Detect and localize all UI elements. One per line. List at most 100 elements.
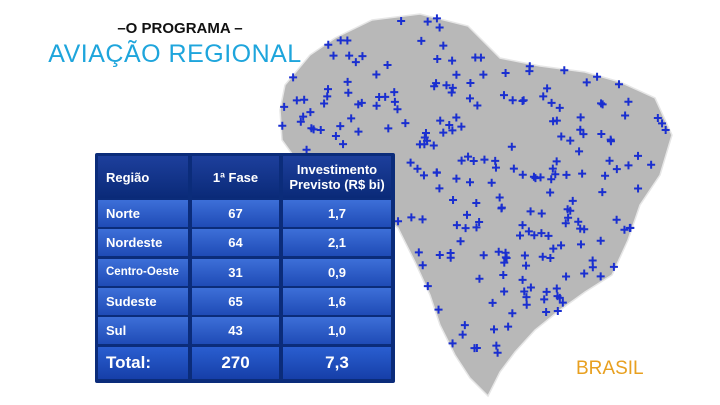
airport-marker (553, 306, 562, 315)
airport-marker (531, 174, 540, 183)
airport-marker (397, 17, 406, 26)
table-cell: Total: (98, 347, 188, 379)
airport-marker (575, 147, 584, 156)
table-cell: 64 (192, 229, 279, 257)
airport-marker (452, 174, 461, 183)
airport-marker (345, 51, 354, 60)
airport-marker (606, 137, 615, 146)
kicker: –O PROGRAMA – (117, 20, 243, 37)
airport-marker (418, 215, 427, 224)
airport-marker (292, 96, 301, 105)
airport-marker (469, 156, 478, 165)
airport-marker (555, 103, 564, 112)
table-cell: 1,0 (283, 317, 391, 345)
airport-marker (546, 188, 555, 197)
airport-marker (488, 298, 497, 307)
airport-marker (620, 225, 629, 234)
airport-marker (423, 17, 432, 26)
airport-marker (432, 14, 441, 23)
airport-marker (582, 78, 591, 87)
airport-marker (530, 231, 539, 240)
airport-marker (522, 261, 531, 270)
airport-marker (507, 142, 516, 151)
airport-marker (354, 100, 363, 109)
table-cell: Norte (98, 200, 188, 227)
airport-marker (522, 300, 531, 309)
table-cell: 1,7 (283, 200, 391, 227)
airport-marker (542, 307, 551, 316)
airport-marker (653, 114, 662, 123)
airport-marker (578, 169, 587, 178)
airport-marker (439, 41, 448, 50)
airport-marker (472, 198, 481, 207)
airport-marker (393, 105, 402, 114)
airport-marker (475, 274, 484, 283)
airport-marker (323, 92, 332, 101)
airport-marker (343, 36, 352, 45)
airport-marker (553, 292, 562, 301)
airport-marker (462, 210, 471, 219)
table-cell: Sudeste (98, 287, 188, 315)
airport-marker (526, 207, 535, 216)
airport-marker (548, 164, 557, 173)
airport-marker (560, 66, 569, 75)
airport-marker (347, 114, 356, 123)
airport-marker (539, 92, 548, 101)
airport-marker (447, 88, 456, 97)
airport-marker (407, 213, 416, 222)
airport-marker (418, 261, 427, 270)
airport-marker (561, 219, 570, 228)
airport-marker (448, 83, 457, 92)
airport-marker (432, 79, 441, 88)
airport-marker (435, 184, 444, 193)
airport-marker (520, 287, 529, 296)
airport-marker (372, 70, 381, 79)
airport-marker (354, 127, 363, 136)
airport-marker (537, 229, 546, 238)
airport-marker (457, 122, 466, 131)
airport-marker (460, 321, 469, 330)
airport-marker (552, 284, 561, 293)
airport-marker (280, 102, 289, 111)
airport-marker (536, 173, 545, 182)
airport-marker (487, 178, 496, 187)
airport-marker (473, 101, 482, 110)
airport-marker (537, 209, 546, 218)
airport-marker (309, 125, 318, 134)
airport-marker (499, 270, 508, 279)
airport-marker (508, 96, 517, 105)
airport-marker (296, 117, 305, 126)
airport-marker (601, 171, 610, 180)
table-cell: 43 (192, 317, 279, 345)
airport-marker (491, 156, 500, 165)
airport-marker (588, 263, 597, 272)
table-cell: Nordeste (98, 229, 188, 257)
airport-marker (625, 224, 634, 233)
airport-marker (519, 96, 528, 105)
airport-marker (491, 163, 500, 172)
airport-marker (597, 129, 606, 138)
airport-marker (384, 124, 393, 133)
title: AVIAÇÃO REGIONAL (48, 40, 302, 68)
airport-marker (612, 165, 621, 174)
airport-marker (501, 68, 510, 77)
airport-marker (624, 97, 633, 106)
airport-marker (540, 295, 549, 304)
airport-marker (336, 36, 345, 45)
airport-marker (499, 91, 508, 100)
table-cell: 1ª Fase (192, 156, 279, 198)
airport-marker (524, 227, 533, 236)
airport-marker (562, 170, 571, 179)
airport-marker (479, 251, 488, 260)
table-cell: 65 (192, 287, 279, 315)
airport-marker (457, 156, 466, 165)
airport-marker (568, 196, 577, 205)
airport-marker (497, 203, 506, 212)
airport-marker (442, 81, 451, 90)
airport-marker (501, 248, 510, 257)
table-cell: Sul (98, 317, 188, 345)
airport-marker (472, 223, 481, 232)
airport-marker (552, 116, 561, 125)
airport-marker (624, 161, 633, 170)
